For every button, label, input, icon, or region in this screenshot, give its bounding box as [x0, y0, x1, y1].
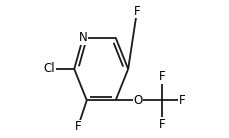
- Text: F: F: [178, 94, 185, 107]
- Text: N: N: [78, 31, 87, 44]
- Text: Cl: Cl: [43, 63, 55, 75]
- Text: O: O: [133, 94, 142, 107]
- Text: F: F: [158, 70, 165, 83]
- Text: F: F: [133, 5, 140, 18]
- Text: F: F: [158, 118, 165, 131]
- Text: F: F: [74, 120, 81, 133]
